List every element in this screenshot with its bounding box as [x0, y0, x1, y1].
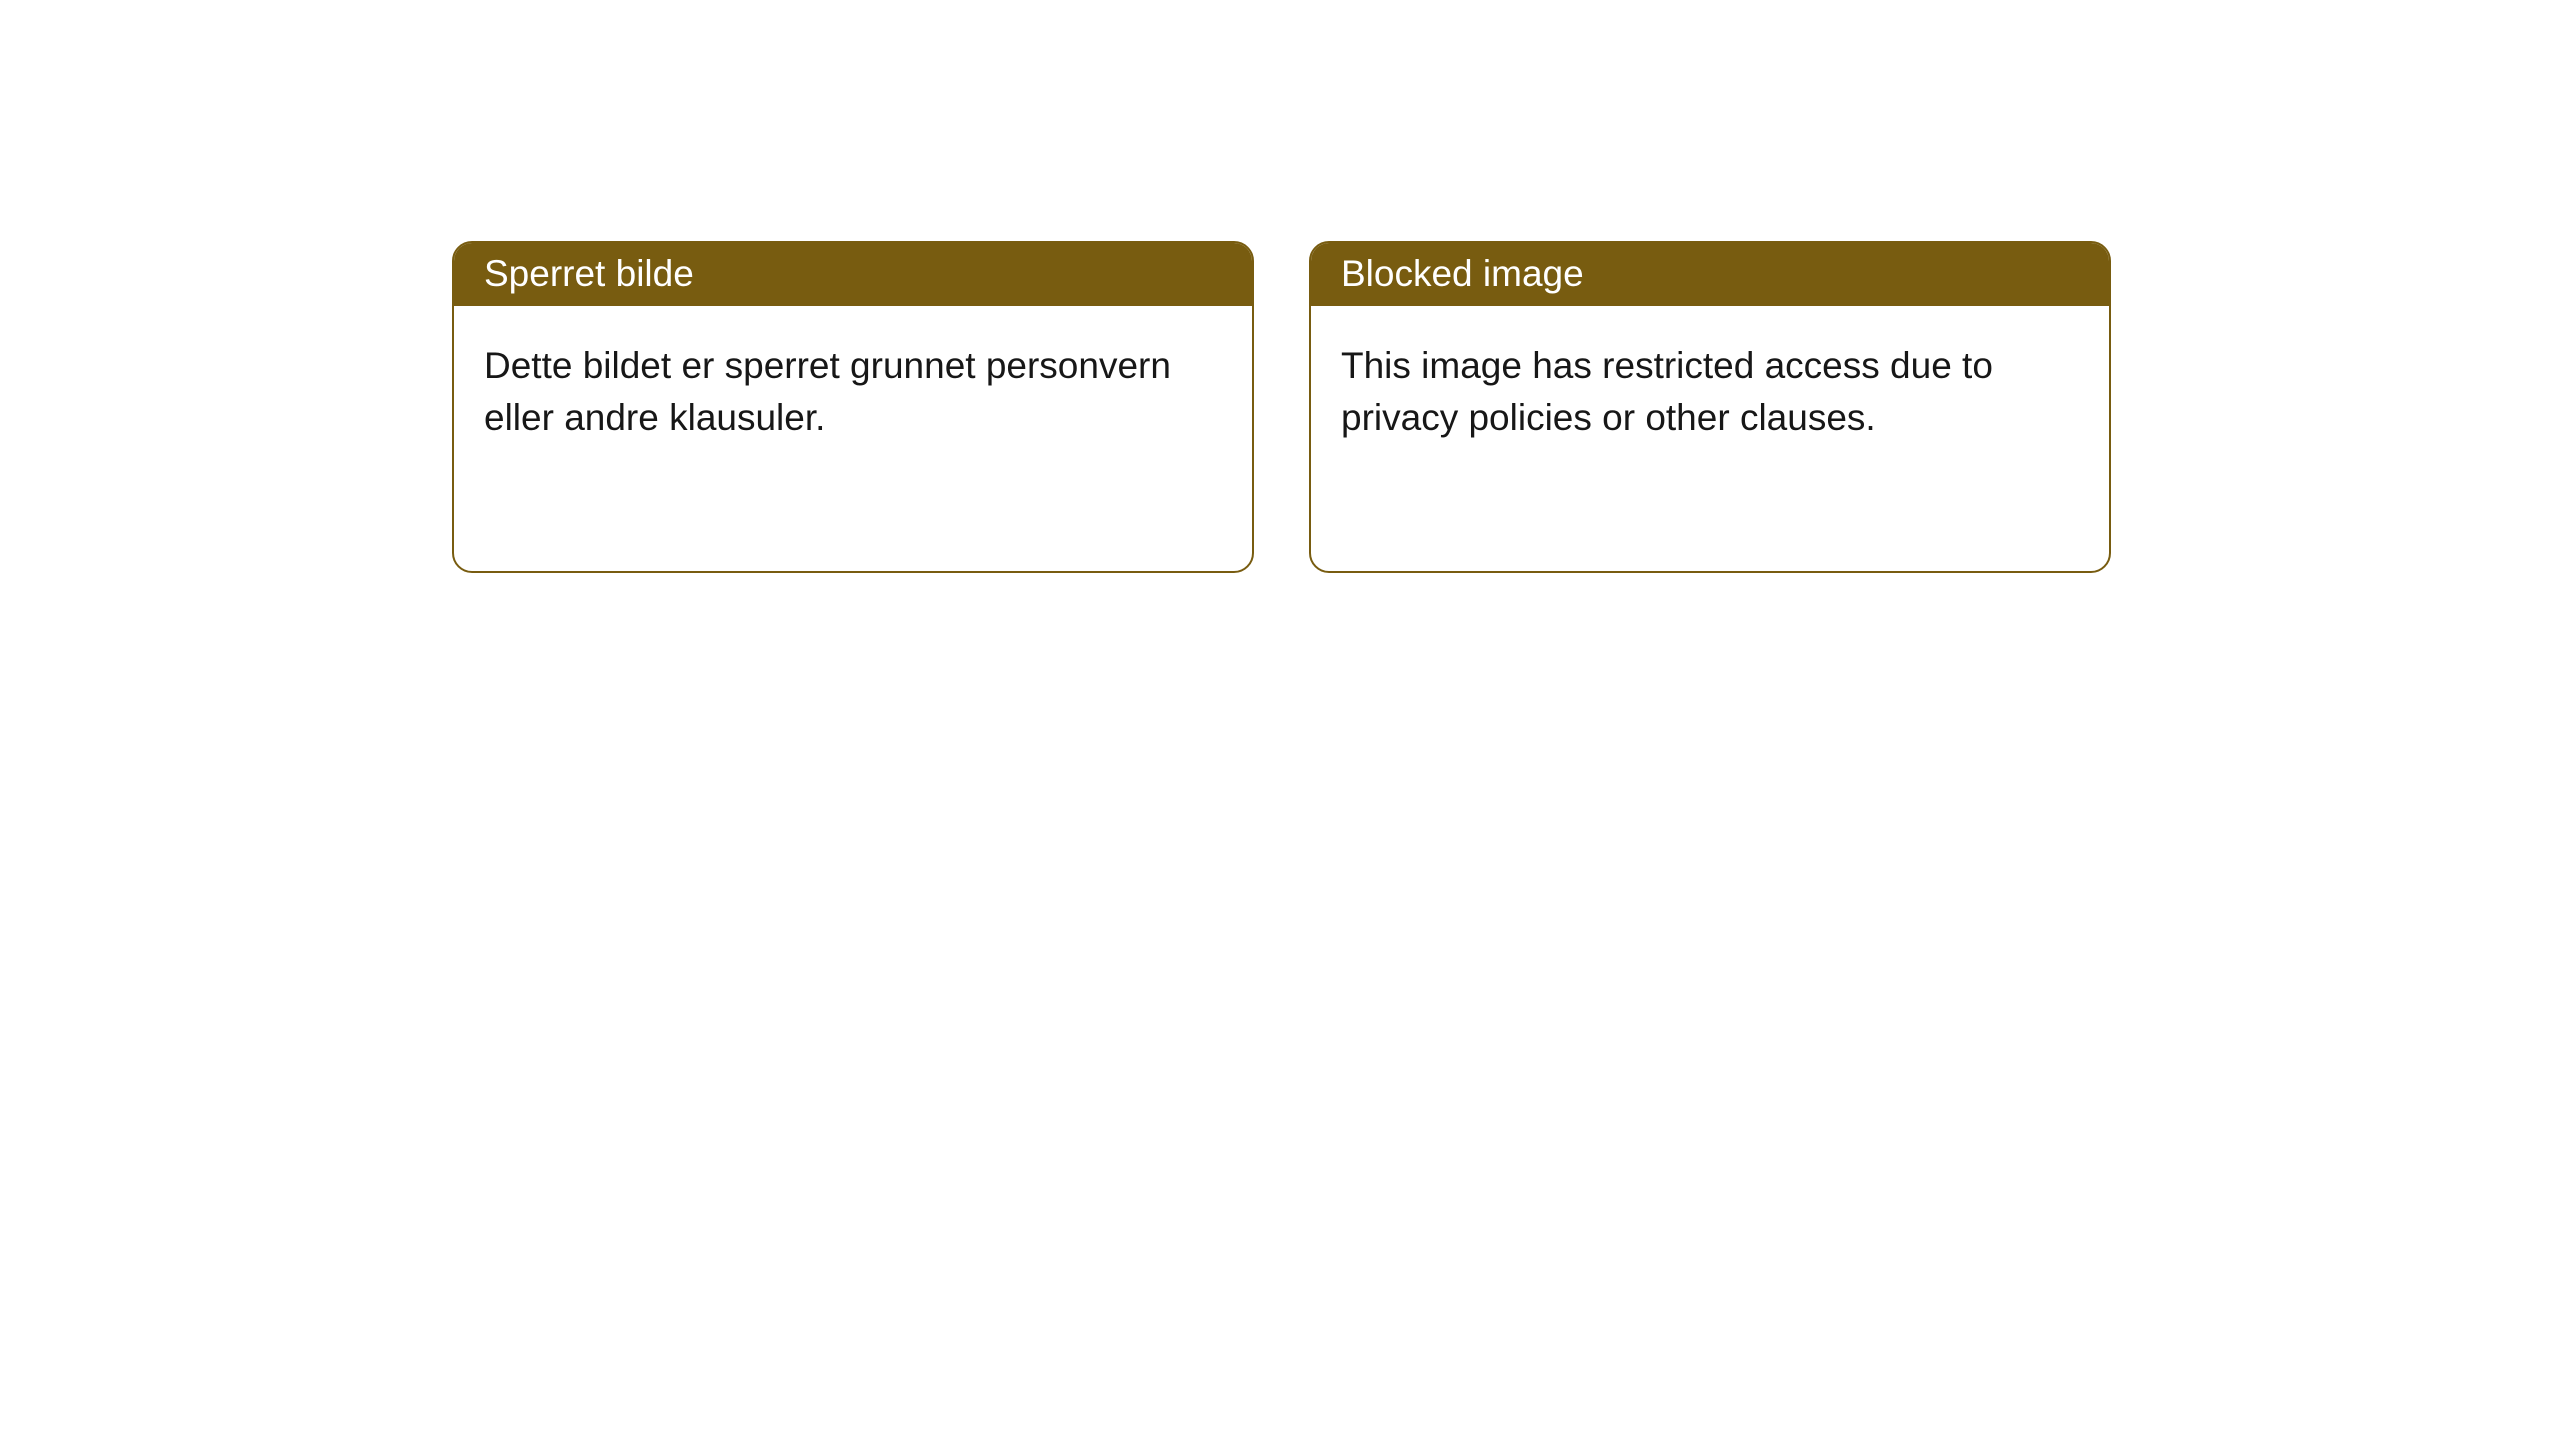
- notice-body: This image has restricted access due to …: [1311, 306, 2109, 474]
- notice-header: Blocked image: [1311, 243, 2109, 306]
- notice-body: Dette bildet er sperret grunnet personve…: [454, 306, 1252, 474]
- notice-header: Sperret bilde: [454, 243, 1252, 306]
- notice-card-norwegian: Sperret bilde Dette bildet er sperret gr…: [452, 241, 1254, 573]
- notice-card-english: Blocked image This image has restricted …: [1309, 241, 2111, 573]
- notice-container: Sperret bilde Dette bildet er sperret gr…: [0, 0, 2560, 573]
